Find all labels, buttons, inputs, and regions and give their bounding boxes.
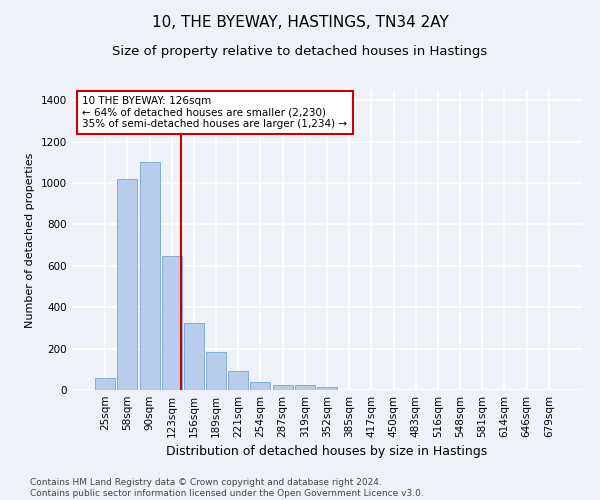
Bar — [95, 378, 115, 390]
Bar — [228, 372, 248, 390]
Bar — [206, 352, 226, 390]
Bar — [184, 323, 204, 390]
Bar — [140, 162, 160, 390]
Bar — [295, 386, 315, 390]
Y-axis label: Number of detached properties: Number of detached properties — [25, 152, 35, 328]
Bar — [118, 179, 137, 390]
Text: Contains HM Land Registry data © Crown copyright and database right 2024.
Contai: Contains HM Land Registry data © Crown c… — [30, 478, 424, 498]
Bar — [162, 256, 182, 390]
Text: 10, THE BYEWAY, HASTINGS, TN34 2AY: 10, THE BYEWAY, HASTINGS, TN34 2AY — [152, 15, 448, 30]
Text: 10 THE BYEWAY: 126sqm
← 64% of detached houses are smaller (2,230)
35% of semi-d: 10 THE BYEWAY: 126sqm ← 64% of detached … — [82, 96, 347, 129]
Bar — [317, 387, 337, 390]
Bar — [250, 382, 271, 390]
Text: Size of property relative to detached houses in Hastings: Size of property relative to detached ho… — [112, 45, 488, 58]
X-axis label: Distribution of detached houses by size in Hastings: Distribution of detached houses by size … — [166, 446, 488, 458]
Bar — [272, 385, 293, 390]
